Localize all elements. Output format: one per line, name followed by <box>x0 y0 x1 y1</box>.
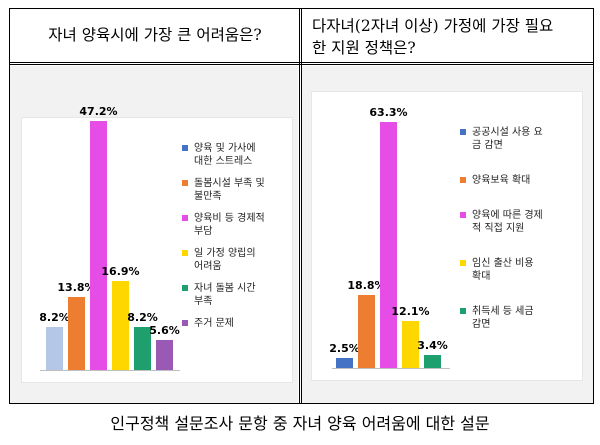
chart-panel-left: 8.2% 13.8% 47.2% 16.9% 8.2% 5.6% 양육 및 가사에 대한 … <box>22 105 292 382</box>
legend-swatch <box>182 215 188 221</box>
legend-swatch <box>460 129 466 135</box>
bar <box>358 294 375 368</box>
right-question-title: 다자녀(2자녀 이상) 가정에 가장 필요 한 지원 정책은? <box>312 15 588 59</box>
legend-label: 돌봄시설 부족 및 불만족 <box>194 178 265 202</box>
chart-baseline <box>332 368 450 369</box>
bar <box>90 120 107 370</box>
bar <box>46 326 63 370</box>
legend-swatch <box>460 260 466 266</box>
legend-swatch <box>182 145 188 151</box>
legend-label: 공공시설 사용 요 금 감면 <box>472 127 543 151</box>
legend-item: 공공시설 사용 요 금 감면 <box>460 126 578 152</box>
data-label: 8.2% <box>127 310 158 324</box>
legend-label: 양육 및 가사에 대한 스트레스 <box>194 143 256 167</box>
legend-label: 주거 문제 <box>194 318 234 329</box>
data-label: 18.8% <box>347 278 386 292</box>
data-label: 5.6% <box>149 324 180 338</box>
data-label: 8.2% <box>39 310 70 324</box>
bar <box>68 297 85 370</box>
legend-label: 취득세 등 세금 감면 <box>472 306 534 330</box>
legend-swatch <box>182 250 188 256</box>
data-label: 63.3% <box>369 106 408 120</box>
bar <box>402 320 419 368</box>
bar <box>134 326 151 370</box>
legend-item: 임신 출산 비용 확대 <box>460 257 578 283</box>
legend-item: 취득세 등 세금 감면 <box>460 305 578 331</box>
legend-item: 일 가정 양립의 어려움 <box>182 247 290 273</box>
legend-item: 양육 및 가사에 대한 스트레스 <box>182 142 290 168</box>
bar <box>112 280 129 370</box>
column-divider <box>299 8 302 404</box>
data-label: 16.9% <box>101 264 140 278</box>
data-label: 47.2% <box>79 104 118 118</box>
legend-item: 양육에 따른 경제 적 직접 지원 <box>460 209 578 235</box>
bar <box>336 358 353 368</box>
legend-swatch <box>182 180 188 186</box>
header-divider <box>9 62 594 65</box>
legend-swatch <box>182 320 188 326</box>
bar <box>156 340 173 370</box>
legend-swatch <box>460 177 466 183</box>
right-question-title-line-1: 다자녀(2자녀 이상) 가정에 가장 필요 <box>312 17 554 35</box>
legend-item: 주거 문제 <box>182 317 290 330</box>
legend-item: 양육보육 확대 <box>460 174 578 187</box>
legend-item: 돌봄시설 부족 및 불만족 <box>182 177 290 203</box>
data-label: 13.8% <box>57 281 96 295</box>
legend-label: 자녀 돌봄 시간 부족 <box>194 283 256 307</box>
legend-label: 양육보육 확대 <box>472 175 531 186</box>
bar <box>424 354 441 368</box>
data-label: 3.4% <box>417 338 448 352</box>
chart-baseline <box>40 370 180 371</box>
legend-swatch <box>460 212 466 218</box>
legend-label: 임신 출산 비용 확대 <box>472 258 534 282</box>
left-question-title: 자녀 양육시에 가장 큰 어려움은? <box>48 26 262 44</box>
legend-swatch <box>460 308 466 314</box>
legend-label: 양육에 따른 경제 적 직접 지원 <box>472 210 543 234</box>
right-question-title-line-2: 한 지원 정책은? <box>312 39 416 57</box>
data-label: 12.1% <box>391 304 430 318</box>
legend-label: 일 가정 양립의 어려움 <box>194 248 256 272</box>
legend-swatch <box>182 285 188 291</box>
legend-item: 양육비 등 경제적 부담 <box>182 212 290 238</box>
legend-label: 양육비 등 경제적 부담 <box>194 213 265 237</box>
legend-item: 자녀 돌봄 시간 부족 <box>182 282 290 308</box>
bar <box>380 122 397 368</box>
data-label: 2.5% <box>329 342 360 356</box>
figure-caption: 인구정책 설문조사 문항 중 자녀 양육 어려움에 대한 설문 <box>110 414 490 433</box>
